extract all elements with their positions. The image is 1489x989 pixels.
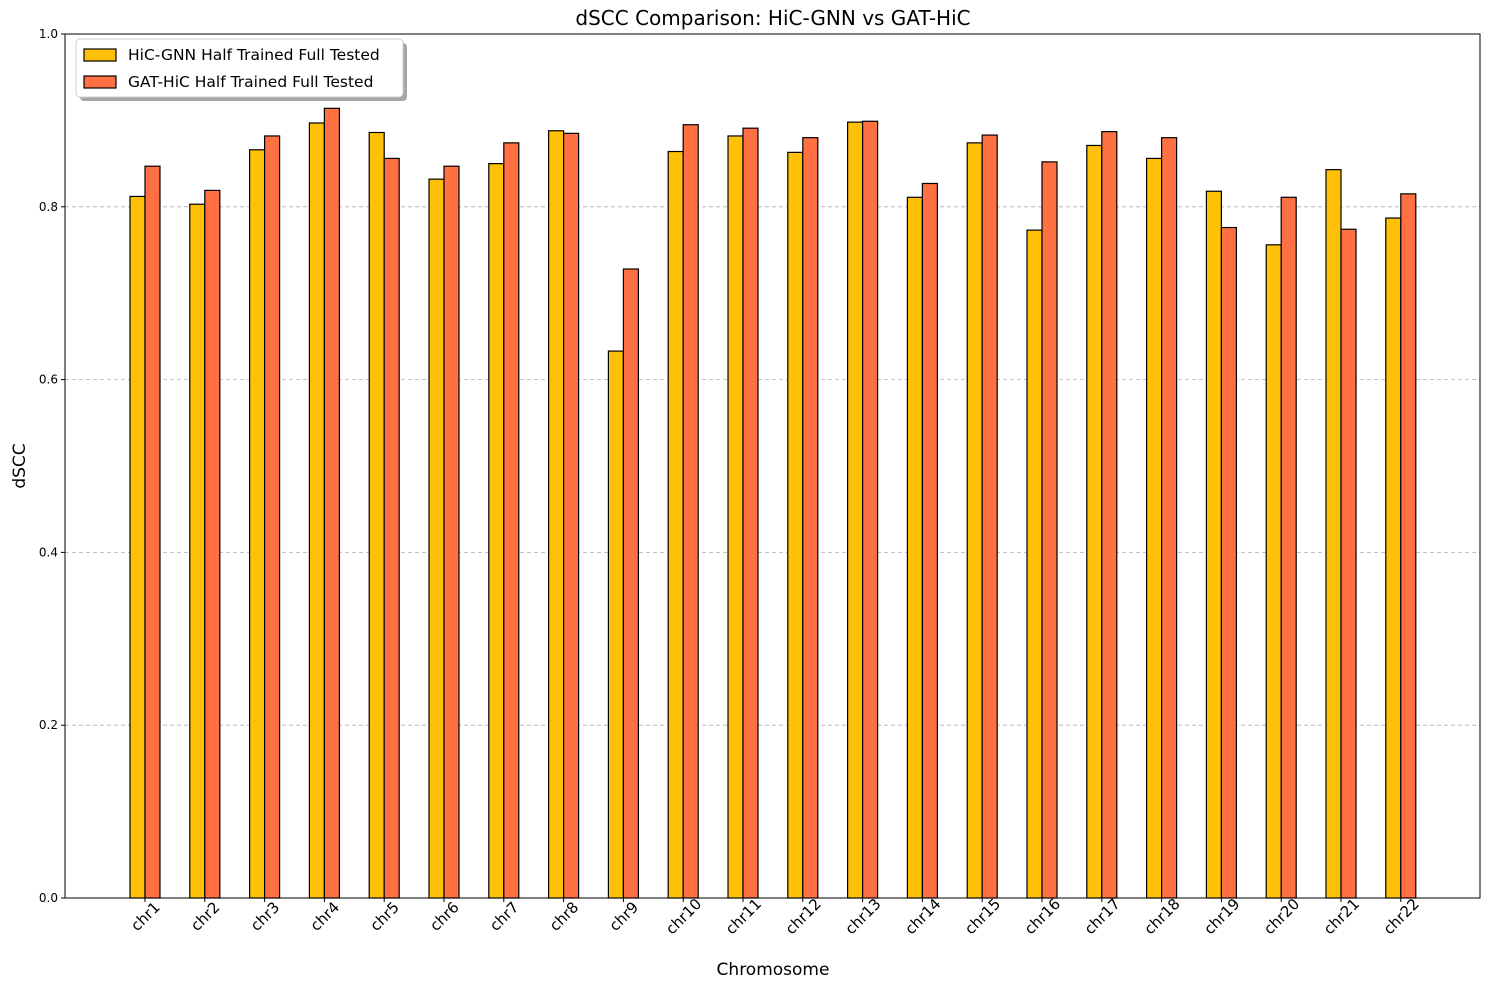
bar-hicgnn-chr2 xyxy=(189,203,206,899)
y-axis: 0.0 0.2 0.4 0.6 0.8 1.0 xyxy=(39,27,65,905)
bar-gathic-chr19 xyxy=(1220,226,1238,899)
bar-hicgnn-chr22 xyxy=(1385,217,1402,899)
bar-hicgnn-chr4 xyxy=(308,122,325,899)
x-tick-label: chr2 xyxy=(187,898,223,934)
bar-hicgnn-chr8 xyxy=(547,130,565,899)
bar-gathic-chr22 xyxy=(1400,193,1417,899)
y-tick-label: 1.0 xyxy=(39,27,58,41)
bars xyxy=(129,107,1417,899)
bar-hicgnn-chr1 xyxy=(129,195,146,899)
plot-frame xyxy=(64,33,1481,899)
bar-gathic-chr13 xyxy=(861,120,879,899)
bar-hicgnn-chr19 xyxy=(1205,190,1223,899)
bar-gathic-chr14 xyxy=(921,182,939,899)
x-axis-label: Chromosome xyxy=(717,960,830,980)
x-tick-label: chr5 xyxy=(366,898,402,934)
x-tick-label: chr7 xyxy=(486,898,522,934)
bar-gathic-chr8 xyxy=(562,132,580,899)
y-tick-label: 0.8 xyxy=(39,200,58,214)
bar-hicgnn-chr18 xyxy=(1145,157,1163,899)
bar-gathic-chr3 xyxy=(264,135,281,899)
bar-gathic-chr16 xyxy=(1041,161,1058,899)
bar-hicgnn-chr20 xyxy=(1265,244,1282,899)
bar-hicgnn-chr15 xyxy=(966,142,983,899)
bar-gathic-chr7 xyxy=(503,142,520,899)
bar-hicgnn-chr21 xyxy=(1325,169,1342,899)
chart-title: dSCC Comparison: HiC-GNN vs GAT-HiC xyxy=(575,6,970,30)
bar-hicgnn-chr16 xyxy=(1026,229,1043,899)
bar-hicgnn-chr9 xyxy=(607,350,625,899)
bar-gathic-chr11 xyxy=(742,127,759,899)
bar-gathic-chr15 xyxy=(981,134,998,899)
bar-hicgnn-chr7 xyxy=(488,163,505,899)
bar-hicgnn-chr11 xyxy=(727,135,744,899)
legend-box xyxy=(75,38,404,98)
x-tick-label: chr1 xyxy=(127,898,163,934)
legend: HiC-GNN Half Trained Full Tested GAT-HiC … xyxy=(75,38,407,101)
bar-hicgnn-chr5 xyxy=(368,131,385,899)
y-tick-label: 0.0 xyxy=(39,891,58,905)
y-tick-label: 0.2 xyxy=(39,718,58,732)
bar-gathic-chr6 xyxy=(443,165,460,899)
bar-gathic-chr17 xyxy=(1101,131,1118,899)
bar-gathic-chr9 xyxy=(622,268,640,899)
x-tick-label: chr4 xyxy=(307,898,343,934)
bar-gathic-chr5 xyxy=(383,157,400,899)
legend-swatch-hicgnn xyxy=(83,48,117,62)
legend-label-hicgnn: HiC-GNN Half Trained Full Tested xyxy=(128,46,380,64)
bar-gathic-chr20 xyxy=(1280,196,1297,899)
bar-hicgnn-chr14 xyxy=(906,196,924,899)
x-axis: chr1 chr2 chr3 chr4 chr5 chr6 chr7 chr8 chr9 chr1… xyxy=(127,895,1423,938)
y-tick-label: 0.4 xyxy=(39,545,58,559)
bar-gathic-chr1 xyxy=(144,165,161,899)
bar-gathic-chr18 xyxy=(1160,137,1178,899)
grid-lines xyxy=(65,206,1480,726)
legend-swatch-gathic xyxy=(83,75,117,89)
bar-gathic-chr4 xyxy=(323,107,340,899)
bar-gathic-chr21 xyxy=(1340,228,1357,899)
bar-hicgnn-chr10 xyxy=(667,150,684,899)
x-tick-label: chr9 xyxy=(606,898,642,934)
bar-gathic-chr10 xyxy=(682,124,699,899)
x-tick-label: chr3 xyxy=(247,898,283,934)
bar-hicgnn-chr13 xyxy=(846,121,864,899)
bar-hicgnn-chr17 xyxy=(1086,144,1103,899)
x-tick-label: chr8 xyxy=(546,898,582,934)
bar-hicgnn-chr12 xyxy=(787,151,804,899)
bar-hicgnn-chr3 xyxy=(249,149,266,899)
bar-hicgnn-chr6 xyxy=(428,178,445,899)
bar-gathic-chr2 xyxy=(204,189,221,899)
legend-label-gathic: GAT-HiC Half Trained Full Tested xyxy=(128,73,373,91)
bar-gathic-chr12 xyxy=(802,137,819,899)
x-tick-label: chr6 xyxy=(426,898,462,934)
y-tick-label: 0.6 xyxy=(39,373,58,387)
y-axis-label: dSCC xyxy=(10,443,30,488)
